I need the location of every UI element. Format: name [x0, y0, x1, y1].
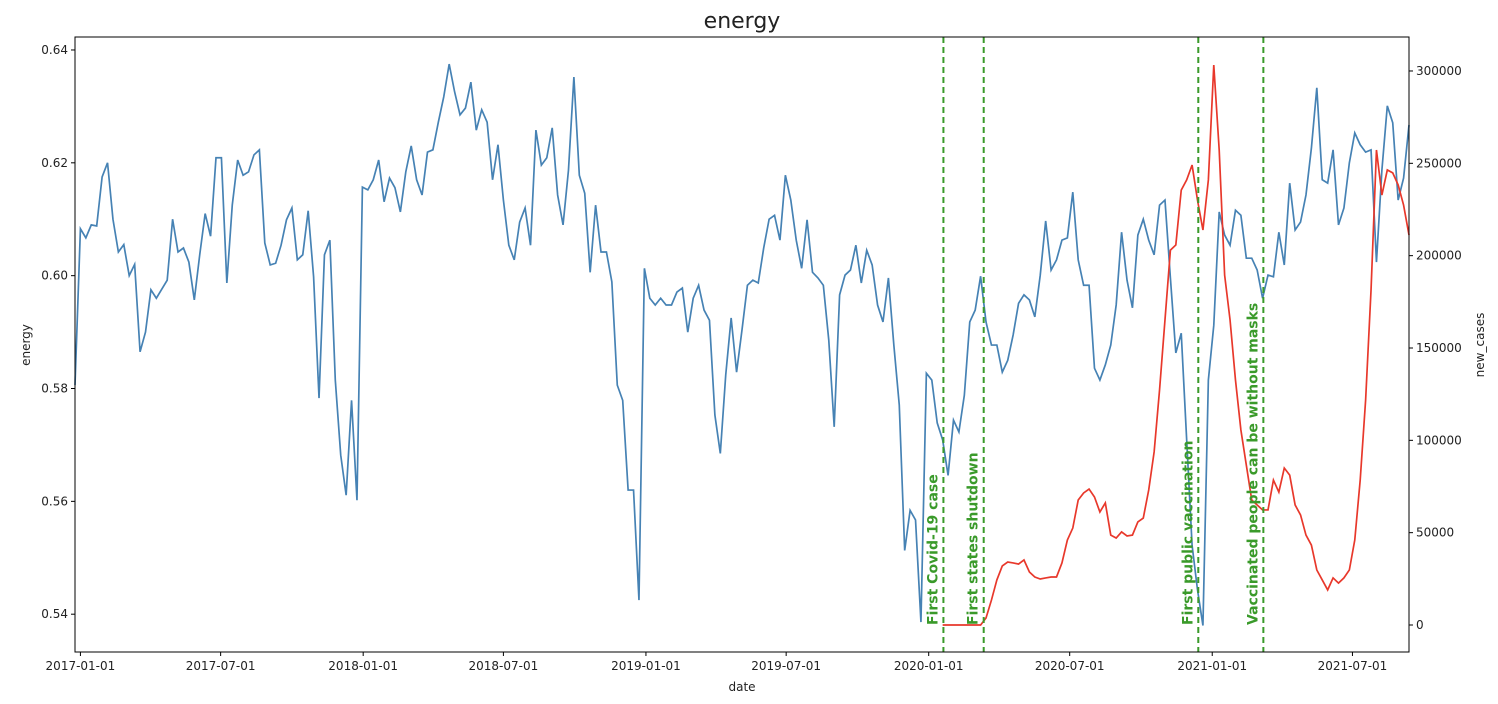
x-tick-label: 2018-01-01 [328, 659, 398, 673]
y2-tick-label: 50000 [1416, 526, 1454, 540]
x-tick-label: 2018-07-01 [469, 659, 539, 673]
y-axis-label: energy [19, 324, 33, 366]
x-tick-label: 2017-01-01 [46, 659, 116, 673]
y2-tick-label: 250000 [1416, 156, 1462, 170]
event-label: First states shutdown [966, 452, 982, 625]
y-tick-label: 0.54 [41, 607, 68, 621]
event-label: First public vaccination [1180, 441, 1196, 625]
x-tick-label: 2020-07-01 [1035, 659, 1105, 673]
plot-frame [74, 36, 1410, 653]
data-line [942, 65, 1410, 626]
x-tick-label: 2019-01-01 [611, 659, 681, 673]
y-tick-label: 0.62 [41, 156, 68, 170]
event-label: Vaccinated people can be without masks [1245, 303, 1261, 625]
y2-tick-label: 0 [1416, 618, 1424, 632]
x-tick-label: 2021-07-01 [1318, 659, 1388, 673]
event-label: First Covid-19 case [925, 474, 941, 625]
y2-tick-label: 200000 [1416, 249, 1462, 263]
data-line [74, 63, 1410, 626]
y-tick-label: 0.60 [41, 269, 68, 283]
x-tick-label: 2017-07-01 [186, 659, 256, 673]
y-tick-label: 0.64 [41, 43, 68, 57]
x-tick-label: 2021-01-01 [1177, 659, 1247, 673]
y2-tick-label: 100000 [1416, 433, 1462, 447]
chart-title: energy [704, 9, 781, 34]
y2-axis-label: new_cases [1473, 313, 1487, 378]
y2-tick-label: 300000 [1416, 64, 1462, 78]
x-tick-label: 2020-01-01 [894, 659, 964, 673]
y-tick-label: 0.56 [41, 494, 68, 508]
x-axis-label: date [728, 680, 755, 694]
y2-tick-label: 150000 [1416, 341, 1462, 355]
y-tick-label: 0.58 [41, 382, 68, 396]
x-tick-label: 2019-07-01 [751, 659, 821, 673]
